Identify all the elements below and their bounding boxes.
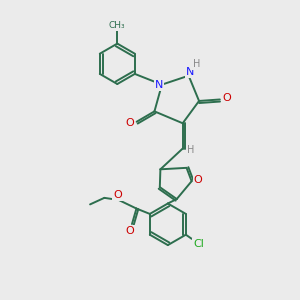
Text: O: O (126, 118, 134, 128)
Text: O: O (194, 175, 203, 185)
Text: O: O (125, 226, 134, 236)
Text: N: N (155, 80, 163, 90)
Text: O: O (222, 93, 231, 103)
Text: H: H (193, 59, 201, 69)
Text: CH₃: CH₃ (109, 21, 126, 30)
Text: Cl: Cl (193, 238, 204, 249)
Text: N: N (186, 67, 194, 77)
Text: O: O (113, 190, 122, 200)
Text: H: H (187, 145, 195, 155)
